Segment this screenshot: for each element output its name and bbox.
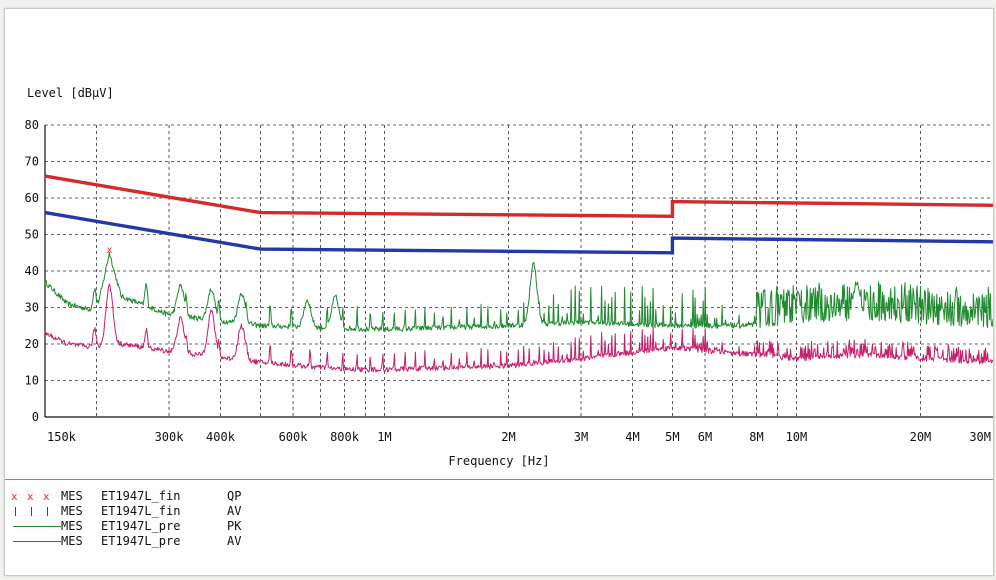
legend-item-fin-qp: x x x MES ET1947L_fin QP xyxy=(9,489,267,504)
legend-item-pre-av: MES ET1947L_pre AV xyxy=(9,534,267,549)
x-tick-label: 20M xyxy=(910,430,932,444)
legend-trace-name: ET1947L_pre xyxy=(101,519,181,533)
y-tick-label: 10 xyxy=(25,374,39,388)
x-tick-label: 1M xyxy=(377,430,391,444)
legend-trace-name: ET1947L_pre xyxy=(101,534,181,548)
legend: x x x MES ET1947L_fin QP MES ET1947L_fin… xyxy=(9,489,267,549)
y-tick-label: 70 xyxy=(25,155,39,169)
legend-trace-name: ET1947L_fin xyxy=(101,489,181,503)
legend-item-fin-av: MES ET1947L_fin AV xyxy=(9,504,267,519)
limit-line-1 xyxy=(44,210,993,255)
x-tick-label: 30M xyxy=(969,430,991,444)
y-tick-label: 20 xyxy=(25,337,39,351)
x-tick-label: 10M xyxy=(786,430,808,444)
legend-detector: AV xyxy=(227,534,242,548)
qp-marker: x xyxy=(106,245,112,256)
legend-prefix: MES xyxy=(61,519,83,533)
x-tick-label: 3M xyxy=(574,430,588,444)
tick-marker-icon xyxy=(9,504,61,519)
legend-detector: PK xyxy=(227,519,242,533)
legend-divider xyxy=(5,479,993,480)
y-tick-label: 80 xyxy=(25,118,39,132)
x-tick-label: 6M xyxy=(698,430,712,444)
series-line-av xyxy=(44,283,993,373)
y-tick-label: 40 xyxy=(25,264,39,278)
legend-prefix: MES xyxy=(61,489,83,503)
x-tick-label: 400k xyxy=(206,430,236,444)
limit-line-0 xyxy=(44,174,993,219)
emc-spectrum-chart: Level [dBµV] 0 10 20 30 40 50 60 70 80 150k 300k 400… xyxy=(25,86,993,468)
legend-detector: AV xyxy=(227,504,242,518)
x-marker-icon: x x x xyxy=(11,490,50,503)
y-tick-label: 60 xyxy=(25,191,39,205)
legend-prefix: MES xyxy=(61,534,83,548)
x-tick-label: 4M xyxy=(625,430,639,444)
legend-detector: QP xyxy=(227,489,242,503)
legend-prefix: MES xyxy=(61,504,83,518)
x-tick-label: 300k xyxy=(155,430,185,444)
x-tick-label: 5M xyxy=(665,430,679,444)
y-tick-label: 0 xyxy=(32,410,39,424)
y-tick-label: 30 xyxy=(25,301,39,315)
x-tick-label: 2M xyxy=(501,430,515,444)
y-axis-title: Level [dBµV] xyxy=(27,86,114,100)
y-tick-label: 50 xyxy=(25,228,39,242)
x-tick-label: 600k xyxy=(279,430,309,444)
test-report-paper: Level [dBµV] 0 10 20 30 40 50 60 70 80 150k 300k 400… xyxy=(4,8,994,576)
legend-trace-name: ET1947L_fin xyxy=(101,504,181,518)
x-tick-label: 150k xyxy=(47,430,77,444)
x-tick-label: 8M xyxy=(749,430,763,444)
legend-item-pre-pk: MES ET1947L_pre PK xyxy=(9,519,267,534)
magenta-line-icon xyxy=(9,534,61,549)
x-axis-title: Frequency [Hz] xyxy=(448,454,549,468)
series-line-pk xyxy=(44,251,993,332)
green-line-icon xyxy=(9,519,61,534)
x-tick-label: 800k xyxy=(330,430,360,444)
